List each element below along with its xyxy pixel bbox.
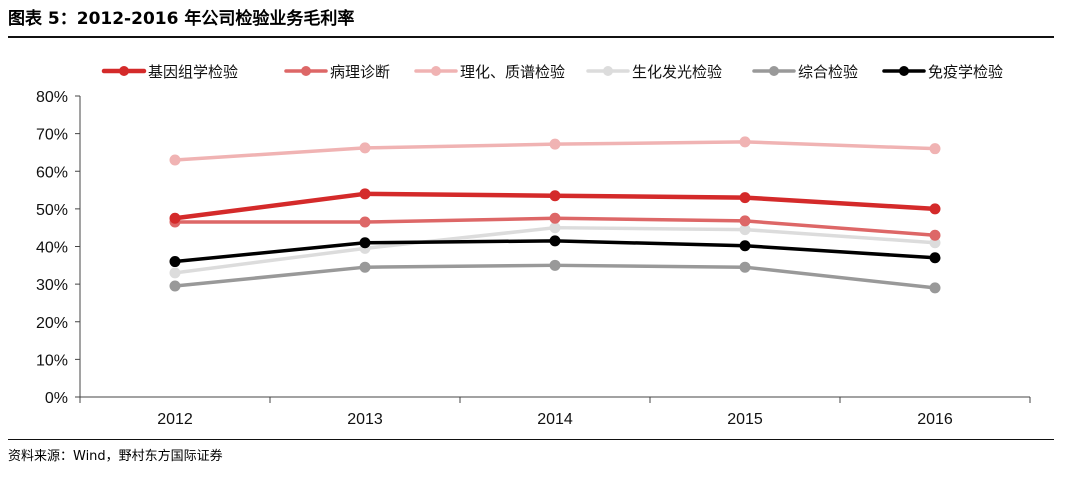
- data-point: [549, 259, 561, 271]
- y-tick-label: 60%: [36, 164, 68, 181]
- data-point: [929, 252, 941, 264]
- chart-legend: 基因组学检验 病理诊断 理化、质谱检验 生化发光检验 综合检验 免疫学检验: [101, 63, 1003, 81]
- data-point: [169, 280, 181, 292]
- data-point: [169, 267, 181, 279]
- chart-axes: 0% 10% 20% 30% 40% 50% 60% 70% 80% 2012 2013 2014 20…: [36, 89, 1031, 428]
- data-point: [549, 235, 561, 247]
- data-point: [739, 215, 751, 227]
- x-tick-label: 2013: [347, 411, 383, 428]
- legend-item-1: 基因组学检验: [101, 63, 238, 81]
- data-point: [739, 240, 751, 252]
- legend-swatch-marker: [603, 66, 613, 76]
- data-point: [359, 142, 371, 154]
- data-point: [549, 212, 561, 224]
- data-point: [929, 143, 941, 155]
- legend-swatch-marker: [119, 66, 129, 76]
- legend-item-6: 免疫学检验: [882, 63, 1003, 81]
- legend-label: 免疫学检验: [928, 63, 1003, 81]
- data-point: [739, 192, 751, 204]
- legend-label: 基因组学检验: [148, 63, 238, 81]
- x-tick-label: 2014: [537, 411, 573, 428]
- legend-item-5: 综合检验: [752, 63, 858, 81]
- data-point: [549, 222, 561, 234]
- data-point: [169, 256, 181, 268]
- legend-label: 病理诊断: [330, 63, 390, 81]
- data-point: [929, 203, 941, 215]
- legend-item-2: 病理诊断: [284, 63, 390, 81]
- data-point: [739, 136, 751, 148]
- y-tick-label: 10%: [36, 352, 68, 369]
- y-tick-label: 70%: [36, 127, 68, 144]
- legend-swatch-marker: [431, 66, 441, 76]
- data-point: [359, 188, 371, 200]
- y-tick-label: 80%: [36, 89, 68, 106]
- data-point: [929, 229, 941, 241]
- chart-series: [169, 136, 941, 294]
- legend-label: 综合检验: [798, 63, 858, 81]
- data-point: [929, 282, 941, 294]
- source-note: 资料来源：Wind，野村东方国际证券: [8, 449, 223, 464]
- legend-swatch-marker: [899, 66, 909, 76]
- y-tick-label: 50%: [36, 202, 68, 219]
- y-tick-label: 40%: [36, 240, 68, 257]
- title-divider: [8, 36, 1054, 38]
- series-3: [169, 136, 941, 166]
- legend-label: 生化发光检验: [632, 63, 722, 81]
- data-point: [359, 261, 371, 273]
- data-point: [739, 261, 751, 273]
- x-tick-label: 2015: [727, 411, 763, 428]
- data-point: [549, 190, 561, 202]
- legend-swatch-marker: [301, 66, 311, 76]
- data-point: [549, 138, 561, 150]
- series-6: [169, 235, 941, 268]
- y-tick-label: 20%: [36, 315, 68, 332]
- chart-title: 图表 5：2012-2016 年公司检验业务毛利率: [8, 9, 355, 29]
- data-point: [169, 154, 181, 166]
- legend-item-3: 理化、质谱检验: [414, 63, 565, 81]
- legend-item-4: 生化发光检验: [586, 63, 722, 81]
- x-tick-label: 2012: [157, 411, 193, 428]
- data-point: [359, 237, 371, 249]
- data-point: [169, 212, 181, 224]
- data-point: [359, 216, 371, 228]
- footer-divider: [8, 439, 1054, 440]
- series-5: [169, 259, 941, 294]
- legend-label: 理化、质谱检验: [460, 63, 565, 81]
- legend-swatch-marker: [769, 66, 779, 76]
- series-1: [169, 188, 941, 224]
- y-tick-label: 30%: [36, 277, 68, 294]
- y-tick-label: 0%: [45, 390, 68, 407]
- x-tick-label: 2016: [917, 411, 953, 428]
